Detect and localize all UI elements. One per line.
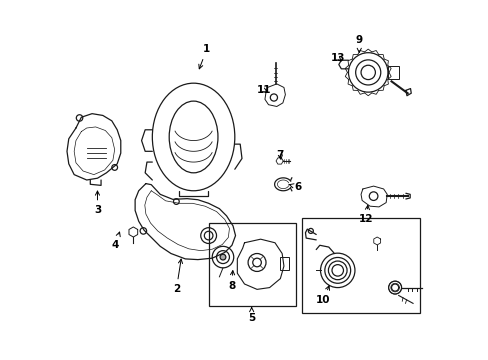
Text: 11: 11: [257, 85, 271, 95]
Text: 12: 12: [359, 205, 373, 224]
Text: 1: 1: [199, 44, 210, 69]
Bar: [280, 257, 289, 270]
Text: 8: 8: [228, 271, 235, 291]
Text: 9: 9: [355, 35, 362, 53]
Text: 10: 10: [316, 286, 330, 305]
Bar: [387, 66, 398, 79]
Text: 2: 2: [172, 259, 182, 294]
Ellipse shape: [220, 254, 225, 260]
Text: 6: 6: [288, 182, 301, 192]
Text: 7: 7: [276, 150, 284, 160]
Text: 5: 5: [247, 307, 255, 323]
Text: 13: 13: [330, 53, 344, 63]
Bar: [208, 223, 296, 306]
Text: 4: 4: [111, 232, 120, 249]
Bar: [301, 218, 419, 313]
Text: 3: 3: [94, 191, 101, 216]
